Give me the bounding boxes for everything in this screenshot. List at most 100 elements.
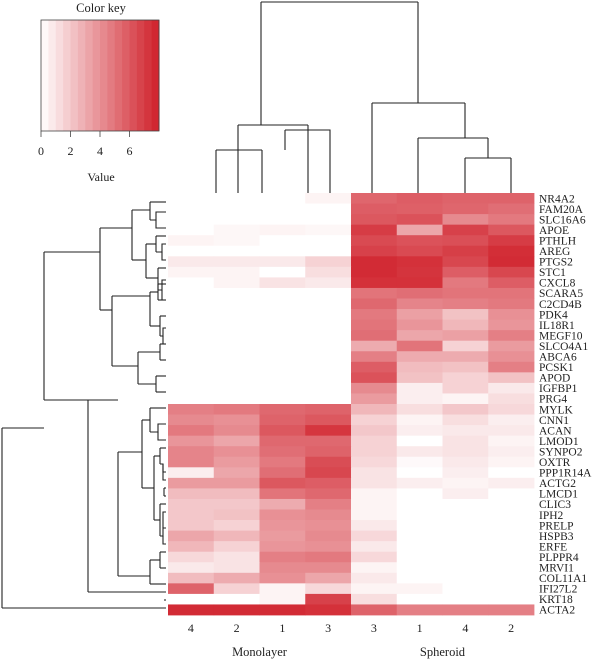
heatmap-cell	[351, 520, 398, 531]
row-labels: NR4A2FAM20ASLC16A6APOEPTHLHAREGPTGS2STC1…	[539, 193, 592, 616]
heatmap-cell	[259, 404, 306, 415]
heatmap-cell	[305, 393, 352, 405]
row-label: CNN1	[539, 415, 569, 427]
row-label: NR4A2	[539, 193, 575, 205]
heatmap-cell	[305, 203, 352, 215]
heatmap-cell	[351, 488, 398, 500]
color-key-step	[48, 20, 57, 131]
heatmap-cell	[305, 298, 352, 310]
heatmap-cell	[442, 541, 489, 553]
heatmap-cell	[213, 330, 260, 342]
row-label: MRVI1	[539, 563, 574, 575]
row-label: LMCD1	[539, 489, 578, 501]
color-key-tick-label: 0	[38, 144, 44, 158]
group-label: Spheroid	[420, 645, 466, 659]
heatmap-cell	[442, 224, 489, 236]
heatmap-cell	[351, 351, 398, 363]
heatmap-cell	[305, 520, 352, 531]
heatmap-cell	[351, 372, 398, 384]
heatmap-cell	[442, 287, 489, 299]
heatmap-cell	[396, 593, 443, 605]
heatmap-cell	[396, 256, 443, 268]
heatmap-cell	[396, 456, 443, 468]
heatmap-cell	[305, 382, 352, 394]
heatmap-cell	[442, 340, 489, 352]
heatmap-cell	[168, 498, 215, 510]
heatmap-cell	[168, 319, 215, 331]
heatmap-cell	[351, 477, 398, 489]
heatmap-cell	[213, 425, 260, 437]
heatmap-cell	[396, 572, 443, 584]
heatmap-cell	[168, 203, 215, 215]
heatmap-cell	[259, 446, 306, 458]
heatmap-cell	[351, 393, 398, 405]
heatmap-cell	[305, 414, 352, 426]
heatmap-cell	[396, 340, 443, 352]
heatmap-cell	[351, 530, 398, 542]
color-key-step	[144, 20, 153, 131]
column-label: 1	[279, 621, 285, 635]
color-key-gradient	[41, 20, 160, 131]
heatmap-cell	[442, 372, 489, 384]
heatmap-cell	[396, 372, 443, 384]
color-key-axis: 0 2 4 6	[38, 131, 133, 158]
heatmap-cell	[305, 404, 352, 415]
color-key-step	[136, 20, 145, 131]
color-key-tick-label: 4	[97, 144, 103, 158]
heatmap-cell	[442, 435, 489, 447]
heatmap-cell	[351, 309, 398, 320]
heatmap-cell	[396, 488, 443, 500]
heatmap-cell	[488, 593, 535, 605]
heatmap-cell	[259, 256, 306, 268]
heatmap-cell	[351, 425, 398, 437]
row-label: IGFBP1	[539, 383, 578, 395]
heatmap-cell	[442, 245, 489, 257]
heatmap-cell	[351, 583, 398, 595]
heatmap-cell	[442, 309, 489, 320]
heatmap-cell	[168, 382, 215, 394]
heatmap-cell	[396, 435, 443, 447]
heatmap-cell	[396, 235, 443, 247]
heatmap-cell	[259, 520, 306, 531]
heatmap-cell	[168, 477, 215, 489]
heatmap-cell	[213, 340, 260, 352]
heatmap-cell	[396, 224, 443, 236]
row-label: ACAN	[539, 425, 572, 437]
heatmap-cell	[305, 340, 352, 352]
heatmap-cell	[351, 593, 398, 605]
column-label: 1	[417, 621, 423, 635]
heatmap-cell	[168, 340, 215, 352]
row-label: IFI27L2	[539, 584, 578, 596]
heatmap-cell	[168, 551, 215, 563]
color-key-xlabel: Value	[87, 170, 114, 184]
heatmap-cell	[442, 203, 489, 215]
heatmap-cell	[351, 193, 398, 204]
row-label: OXTR	[539, 457, 571, 469]
heatmap-cell	[488, 562, 535, 574]
heatmap-cell	[259, 298, 306, 310]
heatmap-cell	[168, 224, 215, 236]
heatmap-cell	[488, 245, 535, 257]
heatmap-cell	[213, 224, 260, 236]
heatmap-cell	[259, 319, 306, 331]
heatmap-cell	[305, 604, 352, 616]
heatmap-cell	[259, 340, 306, 352]
heatmap-cell	[488, 583, 535, 595]
row-label: STC1	[539, 267, 566, 279]
heatmap-cell	[259, 498, 306, 510]
heatmap-cell	[213, 245, 260, 257]
heatmap-cell	[259, 203, 306, 215]
heatmap-cell	[351, 541, 398, 553]
heatmap-cell	[305, 498, 352, 510]
heatmap-cell	[213, 572, 260, 584]
heatmap-cell	[442, 477, 489, 489]
heatmap-cell	[396, 530, 443, 542]
heatmap-cell	[305, 467, 352, 479]
color-key-step	[122, 20, 130, 131]
heatmap-cell	[396, 393, 443, 405]
heatmap-cell	[168, 372, 215, 384]
color-key-step	[85, 20, 94, 131]
heatmap-cell	[351, 298, 398, 310]
row-dendrogram	[1, 201, 166, 609]
heatmap-cell	[168, 277, 215, 289]
